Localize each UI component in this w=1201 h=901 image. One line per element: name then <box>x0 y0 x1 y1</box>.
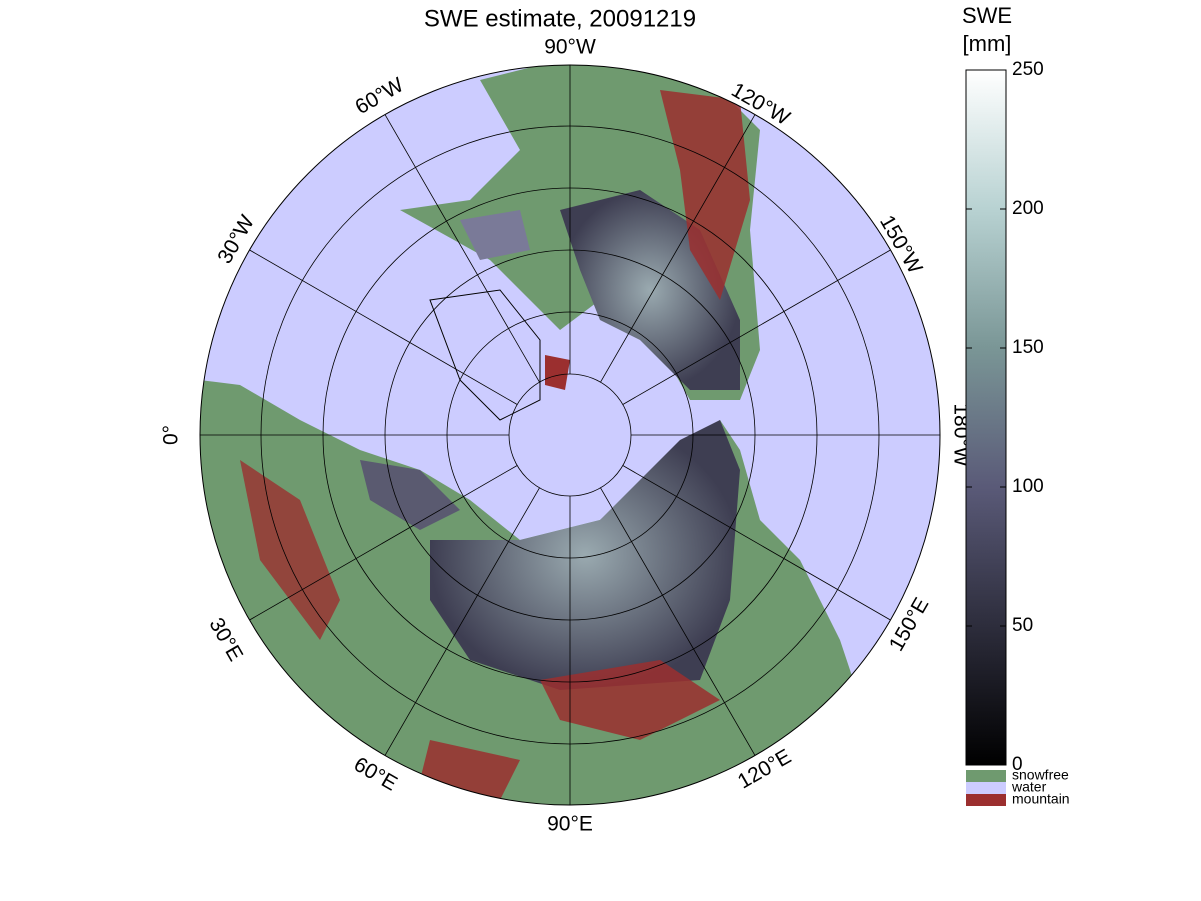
legend-label: mountain <box>1012 791 1070 807</box>
polar-map <box>200 65 940 805</box>
legend-swatch <box>966 794 1006 806</box>
meridian-line <box>622 465 891 621</box>
map-title: SWE estimate, 20091219 <box>424 5 696 32</box>
meridian-line <box>600 487 756 756</box>
colorbar-label: [mm] <box>963 31 1012 56</box>
colorbar-tick-label: 200 <box>1012 198 1044 219</box>
meridian-label: 90°W <box>544 36 596 59</box>
colorbar-tick-label: 150 <box>1012 337 1044 358</box>
legend-swatch <box>966 782 1006 794</box>
meridian-label: 0° <box>160 425 183 445</box>
meridian-line <box>622 249 891 405</box>
colorbar <box>965 69 1007 766</box>
legend-label: water <box>1011 779 1047 795</box>
meridian-line <box>384 114 540 383</box>
colorbar-ticks: 0 50 100 150 200 250 <box>966 59 1044 775</box>
meridian-line <box>600 114 756 383</box>
colorbar-tick-label: 0 <box>1012 754 1023 775</box>
legend-label: snowfree <box>1012 767 1069 783</box>
legend-swatch <box>966 770 1006 782</box>
meridian-line <box>249 465 518 621</box>
graticule <box>200 65 940 805</box>
meridian-line <box>384 487 540 756</box>
colorbar-tick-label: 100 <box>1012 476 1044 497</box>
colorbar-tick-label: 50 <box>1012 615 1033 636</box>
meridian-line <box>249 249 518 405</box>
meridian-label: 90°E <box>547 813 593 836</box>
colorbar-label: SWE <box>962 3 1012 28</box>
colorbar-tick-label: 250 <box>1012 59 1044 80</box>
meridian-label: 30°E <box>204 614 247 665</box>
